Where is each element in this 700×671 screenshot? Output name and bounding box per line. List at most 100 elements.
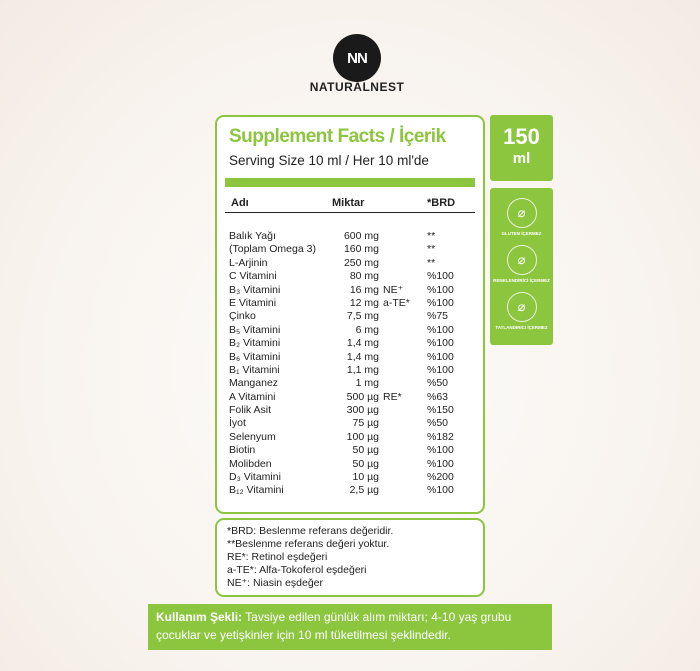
table-row: İyot 75 µg %50: [229, 417, 477, 430]
nutrient-brd: **: [427, 256, 436, 269]
serving-size: Serving Size 10 ml / Her 10 ml'de: [229, 153, 429, 168]
nutrient-unit-note: NE⁺: [383, 283, 404, 296]
nutrient-amount: 16 mg: [349, 283, 379, 296]
footnote: RE*: Retinol eşdeğeri: [227, 551, 328, 563]
footnote: NE⁺: Niasin eşdeğer: [227, 577, 324, 589]
nutrient-name: Biotin: [229, 444, 256, 457]
nutrient-table: Balık Yağı 600 mg ** (Toplam Omega 3) 160 mg…: [229, 230, 477, 498]
table-row: A Vitamini 500 µg RE* %63: [229, 391, 477, 404]
nutrient-amount: 250 mg: [343, 256, 379, 269]
nutrient-name: B₁ Vitamini: [229, 363, 280, 376]
nutrient-amount: 100 µg: [346, 430, 379, 443]
nutrient-brd: %100: [427, 323, 454, 336]
nutrient-brd: %100: [427, 350, 454, 363]
dropper-crossed-icon: ⌀: [506, 245, 537, 275]
volume-badge: 150 ml: [490, 115, 553, 181]
nutrient-brd: %200: [427, 471, 454, 484]
nutrient-amount: 1,1 mg: [346, 363, 379, 376]
table-row: Selenyum 100 µg %182: [229, 431, 477, 444]
volume-unit: ml: [512, 150, 531, 167]
nutrient-brd: %100: [427, 296, 454, 309]
nutrient-amount: 2,5 µg: [349, 484, 379, 497]
nutrient-brd: %100: [427, 444, 454, 457]
badge-label: GLUTEN İÇERMEZ: [501, 231, 542, 236]
nutrient-brd: **: [427, 243, 436, 256]
table-row: D₃ Vitamini 10 µg %200: [229, 471, 477, 484]
nutrient-name: (Toplam Omega 3): [229, 243, 316, 256]
nutrient-amount: 500 µg: [346, 390, 379, 403]
nutrient-amount: 1,4 mg: [346, 350, 379, 363]
nutrient-brd: %63: [427, 390, 449, 403]
table-row: Çinko 7,5 mg %75: [229, 310, 477, 323]
table-row: E Vitamini 12 mg a-TE* %100: [229, 297, 477, 310]
nutrient-amount: 1 mg: [355, 377, 379, 390]
nutrient-unit-note: a-TE*: [383, 296, 410, 309]
nutrient-brd: %100: [427, 270, 454, 283]
header-brd: *BRD: [427, 197, 456, 209]
table-row: B₃ Vitamini 16 mg NE⁺ %100: [229, 284, 477, 297]
nutrient-name: Selenyum: [229, 430, 276, 443]
table-row: B₁₂ Vitamini 2,5 µg %100: [229, 484, 477, 497]
nutrient-amount: 7,5 mg: [346, 310, 379, 323]
nutrient-name: Molibden: [229, 457, 272, 470]
volume-number: 150: [503, 124, 540, 149]
wheat-crossed-icon: ⌀: [506, 198, 537, 228]
nutrient-amount: 10 µg: [352, 471, 380, 484]
nutrient-brd: %100: [427, 283, 454, 296]
nutrient-brd: %75: [427, 310, 449, 323]
nutrient-name: Manganez: [229, 377, 279, 390]
table-row: B₂ Vitamini 1,4 mg %100: [229, 337, 477, 350]
nutrient-name: İyot: [229, 417, 246, 430]
nutrient-brd: %50: [427, 417, 449, 430]
accent-bar: [225, 178, 475, 187]
nutrient-brd: %100: [427, 457, 454, 470]
table-row: B₁ Vitamini 1,1 mg %100: [229, 364, 477, 377]
nutrient-amount: 300 µg: [346, 404, 379, 417]
nutrient-brd: %182: [427, 430, 454, 443]
nutrient-name: D₃ Vitamini: [229, 471, 281, 484]
table-row: B₆ Vitamini 1,4 mg %100: [229, 351, 477, 364]
header-divider: [225, 212, 475, 213]
nutrient-name: Balık Yağı: [229, 230, 276, 242]
table-row: B₅ Vitamini 6 mg %100: [229, 324, 477, 337]
nutrient-name: B₁₂ Vitamini: [229, 484, 284, 497]
footnote: a-TE*: Alfa-Tokoferol eşdeğeri: [227, 564, 367, 576]
panel-title: Supplement Facts / İçerik: [229, 126, 446, 147]
badge-gluten-free: ⌀ GLUTEN İÇERMEZ: [490, 198, 553, 237]
nutrient-name: E Vitamini: [229, 296, 277, 309]
footnote: *BRD: Beslenme referans değeridir.: [227, 525, 394, 537]
nutrient-amount: 80 mg: [349, 270, 379, 283]
nutrient-unit-note: RE*: [383, 390, 402, 403]
nutrient-brd: %50: [427, 377, 449, 390]
nutrient-name: A Vitamini: [229, 390, 276, 403]
footnote: **Beslenme referans değeri yoktur.: [227, 538, 390, 550]
header-amount: Miktar: [332, 197, 365, 209]
nutrient-name: B₂ Vitamini: [229, 337, 281, 350]
usage-text: Tavsiye edilen günlük alım miktarı; 4-10…: [156, 610, 512, 642]
free-from-badges: ⌀ GLUTEN İÇERMEZ ⌀ RENKLENDİRİCİ İÇERMEZ…: [490, 188, 553, 345]
header-name: Adı: [231, 197, 249, 209]
table-row: Folik Asit 300 µg %150: [229, 404, 477, 417]
nutrient-brd: %100: [427, 363, 454, 376]
usage-label: Kullanım Şekli:: [156, 610, 243, 624]
badge-label: RENKLENDİRİCİ İÇERMEZ: [493, 278, 550, 283]
badge-colorant-free: ⌀ RENKLENDİRİCİ İÇERMEZ: [490, 245, 553, 284]
supplement-facts-panel: Supplement Facts / İçerik Serving Size 1…: [215, 115, 485, 514]
footnotes-box: *BRD: Beslenme referans değeridir. **Bes…: [215, 518, 485, 597]
brand-name: NATURALNEST: [309, 80, 405, 94]
nutrient-amount: 600 mg: [343, 230, 379, 242]
nutrient-amount: 160 mg: [343, 243, 379, 256]
nutrient-name: B₅ Vitamini: [229, 323, 281, 336]
table-row: Manganez 1 mg %50: [229, 377, 477, 390]
table-row: C Vitamini 80 mg %100: [229, 270, 477, 283]
nutrient-amount: 75 µg: [352, 417, 380, 430]
nutrient-amount: 12 mg: [349, 296, 379, 309]
brand-logo: NN: [333, 34, 381, 82]
usage-banner: Kullanım Şekli: Tavsiye edilen günlük al…: [148, 604, 552, 650]
badge-label: TATLANDIRICI İÇERMEZ: [495, 325, 548, 330]
table-row: L-Arjinin 250 mg **: [229, 257, 477, 270]
nutrient-amount: 6 mg: [355, 323, 379, 336]
nutrient-name: C Vitamini: [229, 270, 277, 283]
nutrient-brd: %150: [427, 404, 454, 417]
nutrient-name: Folik Asit: [229, 404, 272, 417]
